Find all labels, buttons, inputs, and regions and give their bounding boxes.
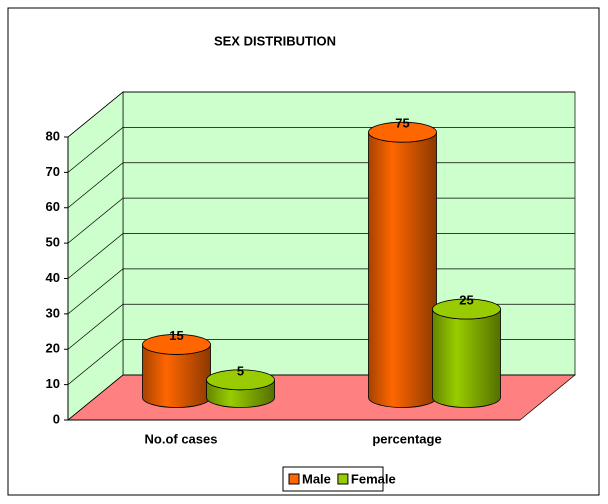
legend-swatch [337, 473, 349, 485]
legend-label: Female [351, 471, 396, 486]
bar-shade [432, 309, 501, 408]
value-label: 25 [459, 293, 473, 308]
y-tick-label: 30 [46, 305, 60, 320]
bar-shade [206, 379, 275, 408]
chart-title: SEX DISTRIBUTION [214, 33, 336, 48]
y-tick-label: 20 [46, 341, 60, 356]
bar-top [432, 298, 501, 320]
y-tick-label: 10 [46, 376, 60, 391]
x-tick-label: No.of cases [145, 431, 218, 446]
y-tick-label: 0 [53, 411, 60, 426]
value-label: 15 [169, 328, 183, 343]
value-label: 5 [237, 363, 244, 378]
bar-top [368, 121, 437, 143]
bar-shade [368, 132, 437, 408]
legend-label: Male [302, 471, 331, 486]
y-tick-label: 70 [46, 164, 60, 179]
legend-swatch [288, 473, 300, 485]
grid-line [67, 91, 575, 138]
bar-top [142, 334, 211, 355]
value-label: 75 [395, 116, 409, 131]
y-tick-label: 80 [46, 128, 60, 143]
legend-box [282, 466, 384, 492]
y-tick-label: 50 [46, 235, 60, 250]
y-tick-label: 40 [46, 270, 60, 285]
bar-shade [142, 344, 211, 408]
y-tick-label: 60 [46, 199, 60, 214]
bar-top [206, 369, 275, 391]
x-tick-label: percentage [372, 431, 441, 446]
